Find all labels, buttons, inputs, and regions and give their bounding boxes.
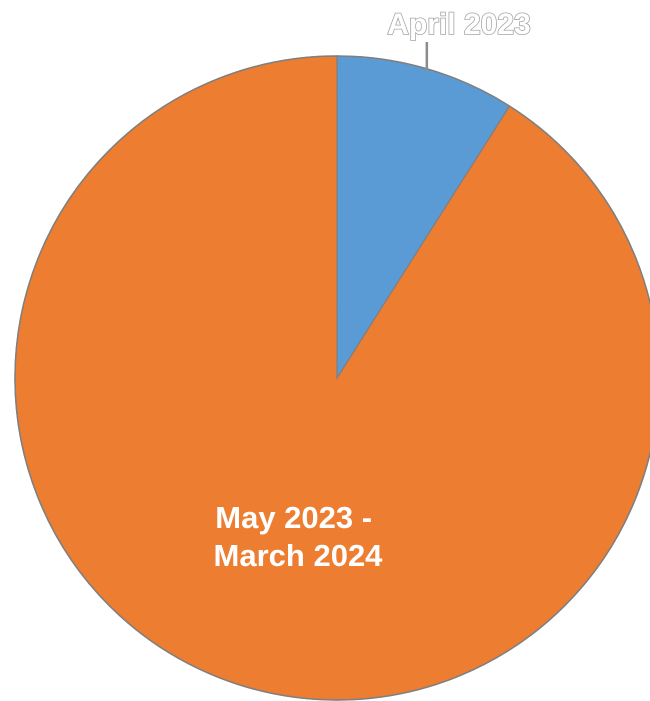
slice-label-april-2023: April 2023 xyxy=(387,8,530,41)
slice-label-line-1: May 2023 - xyxy=(215,500,372,535)
slice-label-may-2023-march-2024: May 2023 - March 2024 xyxy=(214,500,384,573)
pie-slice-1 xyxy=(14,55,650,701)
pie-slices xyxy=(14,55,650,701)
pie-outline xyxy=(14,55,650,701)
slice-label-line-2: March 2024 xyxy=(214,538,384,573)
